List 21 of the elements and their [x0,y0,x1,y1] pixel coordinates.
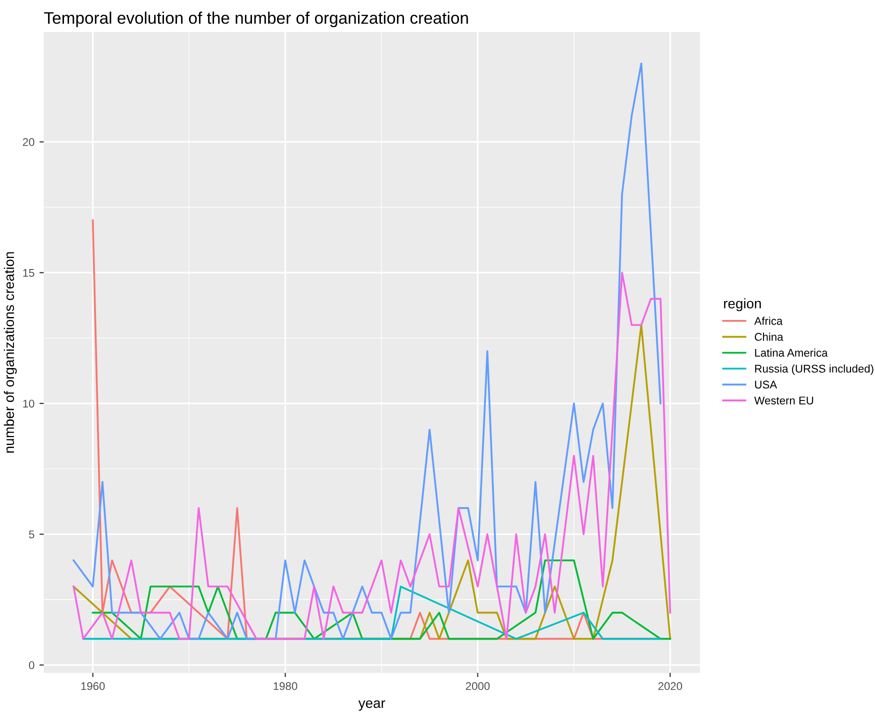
legend-label: China [754,332,784,341]
legend-label: Africa [754,316,783,325]
legend-label: USA [755,380,778,389]
x-axis-title: year [358,700,386,711]
y-tick-label: 10 [23,400,34,408]
line-series [92,559,672,640]
legend-title: region [724,298,761,312]
legend-label: Russia (URSS included) [755,364,874,375]
legend-label: Latina America [755,348,828,357]
y-tick-label: 15 [23,269,34,277]
y-tick-label: 20 [22,138,34,146]
x-tick-label: 2000 [466,682,490,690]
x-tick-label: 1980 [274,682,298,690]
chart-title: Temporal evolution of the number of organization creation [44,12,468,28]
legend-label: Western EU [754,396,814,404]
x-tick-label: 1960 [81,682,105,690]
y-tick-label: 5 [28,530,34,538]
y-axis-title: number of organizations creation [4,252,17,453]
y-tick-label: 0 [28,661,34,670]
line-series [72,62,662,640]
x-tick-label: 2020 [658,682,682,690]
